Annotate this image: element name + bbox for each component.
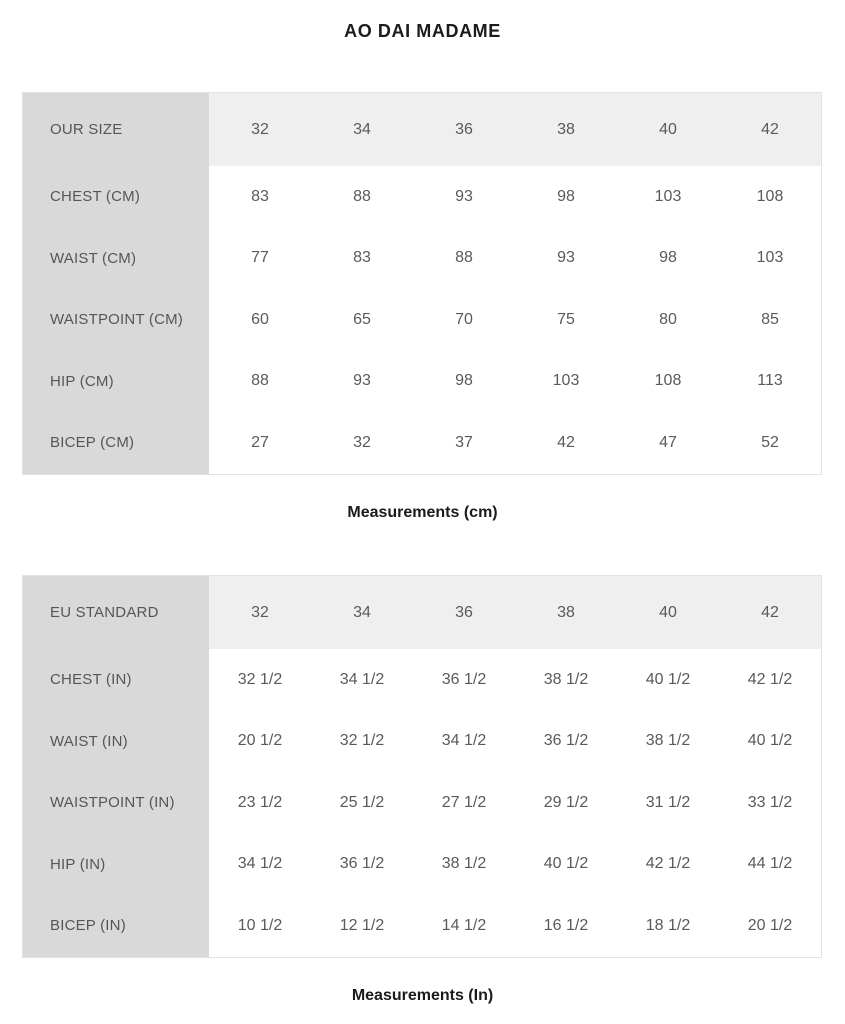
table-cell: 34 1/2 [413, 710, 515, 772]
size-column-header: 38 [515, 93, 617, 166]
row-label-hip-cm: HIP (CM) [23, 350, 209, 412]
table-cell: 47 [617, 412, 719, 474]
table-cell: 93 [515, 227, 617, 289]
row-label-waistpoint-in: WAISTPOINT (IN) [23, 772, 209, 834]
size-table-cm: OUR SIZE 32 34 36 38 40 42 CHEST (CM) 83… [22, 92, 822, 475]
page-title: AO DAI MADAME [344, 21, 501, 41]
table-cell: 36 1/2 [311, 833, 413, 895]
size-column-header: 40 [617, 93, 719, 166]
table-cell: 34 1/2 [311, 649, 413, 711]
table-cell: 27 1/2 [413, 772, 515, 834]
table-cm-header-label: OUR SIZE [23, 93, 209, 166]
table-cell: 16 1/2 [515, 895, 617, 957]
table-cell: 42 [515, 412, 617, 474]
table-cell: 27 [209, 412, 311, 474]
row-label-bicep-cm: BICEP (CM) [23, 412, 209, 474]
table-in-header-label: EU STANDARD [23, 576, 209, 649]
table-cell: 42 1/2 [617, 833, 719, 895]
table-cell: 75 [515, 289, 617, 351]
table-cell: 113 [719, 350, 821, 412]
size-column-header: 34 [311, 93, 413, 166]
table-cell: 38 1/2 [413, 833, 515, 895]
row-label-waist-in: WAIST (IN) [23, 710, 209, 772]
table-cell: 42 1/2 [719, 649, 821, 711]
table-cell: 93 [413, 166, 515, 228]
table-cell: 10 1/2 [209, 895, 311, 957]
table-cell: 32 [311, 412, 413, 474]
table-cell: 70 [413, 289, 515, 351]
table-cell: 93 [311, 350, 413, 412]
table-cell: 98 [413, 350, 515, 412]
table-cell: 37 [413, 412, 515, 474]
size-column-header: 34 [311, 576, 413, 649]
table-cell: 32 1/2 [311, 710, 413, 772]
table-cell: 60 [209, 289, 311, 351]
table-cell: 36 1/2 [413, 649, 515, 711]
table-cell: 52 [719, 412, 821, 474]
table-cell: 108 [719, 166, 821, 228]
row-label-bicep-in: BICEP (IN) [23, 895, 209, 957]
table-cell: 32 1/2 [209, 649, 311, 711]
table-cell: 83 [311, 227, 413, 289]
table-cell: 23 1/2 [209, 772, 311, 834]
table-cell: 20 1/2 [209, 710, 311, 772]
table-cell: 83 [209, 166, 311, 228]
size-column-header: 40 [617, 576, 719, 649]
size-column-header: 32 [209, 93, 311, 166]
table-cell: 40 1/2 [617, 649, 719, 711]
table-cell: 34 1/2 [209, 833, 311, 895]
table-cell: 98 [515, 166, 617, 228]
row-label-chest-cm: CHEST (CM) [23, 166, 209, 228]
table-cell: 88 [413, 227, 515, 289]
table-cell: 88 [209, 350, 311, 412]
table-cell: 36 1/2 [515, 710, 617, 772]
table-cell: 44 1/2 [719, 833, 821, 895]
table-cell: 20 1/2 [719, 895, 821, 957]
table-cell: 31 1/2 [617, 772, 719, 834]
size-column-header: 42 [719, 576, 821, 649]
table-cell: 38 1/2 [515, 649, 617, 711]
table-cell: 108 [617, 350, 719, 412]
size-table-in: EU STANDARD 32 34 36 38 40 42 CHEST (IN)… [22, 575, 822, 958]
table-cell: 38 1/2 [617, 710, 719, 772]
table-cell: 25 1/2 [311, 772, 413, 834]
table-cell: 33 1/2 [719, 772, 821, 834]
table-cell: 80 [617, 289, 719, 351]
table-cell: 103 [515, 350, 617, 412]
table-cell: 40 1/2 [515, 833, 617, 895]
size-column-header: 38 [515, 576, 617, 649]
size-column-header: 36 [413, 576, 515, 649]
row-label-chest-in: CHEST (IN) [23, 649, 209, 711]
table-caption-cm: Measurements (cm) [347, 504, 498, 521]
table-cell: 77 [209, 227, 311, 289]
table-cell: 103 [617, 166, 719, 228]
table-cell: 103 [719, 227, 821, 289]
table-caption-in: Measurements (In) [351, 987, 494, 1004]
table-cell: 18 1/2 [617, 895, 719, 957]
table-cell: 12 1/2 [311, 895, 413, 957]
table-cell: 14 1/2 [413, 895, 515, 957]
table-cell: 29 1/2 [515, 772, 617, 834]
table-cell: 98 [617, 227, 719, 289]
table-cell: 40 1/2 [719, 710, 821, 772]
row-label-hip-in: HIP (IN) [23, 833, 209, 895]
table-cell: 65 [311, 289, 413, 351]
size-column-header: 32 [209, 576, 311, 649]
row-label-waistpoint-cm: WAISTPOINT (CM) [23, 289, 209, 351]
size-column-header: 36 [413, 93, 515, 166]
size-column-header: 42 [719, 93, 821, 166]
table-cell: 88 [311, 166, 413, 228]
table-cell: 85 [719, 289, 821, 351]
row-label-waist-cm: WAIST (CM) [23, 227, 209, 289]
